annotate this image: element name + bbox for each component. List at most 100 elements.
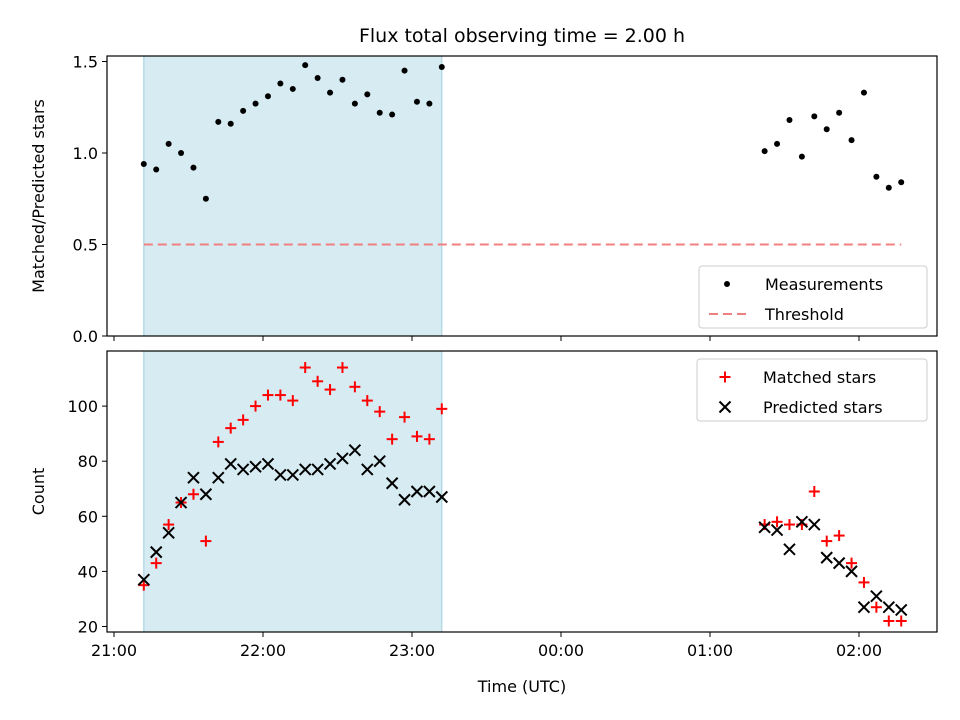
x-tick-label: 01:00 — [687, 641, 733, 660]
measurements-point — [153, 166, 160, 173]
matched-stars-point — [312, 375, 324, 387]
predicted-stars-point — [286, 468, 300, 482]
matched-stars-point — [349, 381, 361, 393]
y-tick-label: 100 — [67, 397, 98, 416]
top-legend: Measurements Threshold — [698, 265, 928, 329]
predicted-stars-point — [336, 452, 349, 465]
predicted-stars-point — [435, 490, 449, 504]
predicted-stars-point — [423, 485, 436, 498]
matched-stars-point — [895, 615, 907, 627]
predicted-stars-point — [187, 471, 200, 484]
predicted-stars-point — [808, 518, 821, 531]
measurements-point — [438, 63, 445, 70]
matched-stars-point — [821, 535, 833, 547]
predicted-stars-point — [870, 589, 883, 603]
legend-marker-predicted-stars — [718, 400, 732, 414]
measurements-point — [774, 140, 781, 147]
matched-stars-point — [411, 430, 423, 442]
x-tick-label: 22:00 — [240, 641, 286, 660]
predicted-stars-point — [199, 488, 213, 501]
predicted-stars-point — [385, 477, 399, 490]
matched-stars-point — [200, 535, 212, 547]
ratio-panel: 0.0 0.5 1.0 1.5 Matched/Predicted stars Mea… — [29, 52, 938, 346]
matched-stars-point — [833, 530, 845, 542]
measurements-point — [327, 89, 334, 96]
bottom-observing-span — [143, 350, 443, 633]
measurements-point — [364, 91, 371, 98]
measurements-point — [165, 140, 172, 147]
predicted-stars-point — [137, 573, 151, 586]
bottom-y-axis-label: Count — [29, 468, 48, 516]
y-tick-label: 80 — [78, 452, 98, 471]
bottom-legend-box — [696, 358, 928, 422]
measurements-point — [178, 149, 185, 156]
measurements-point — [240, 107, 247, 114]
predicted-stars-point — [323, 457, 337, 471]
measurements-point — [823, 126, 830, 133]
predicted-stars-point — [820, 551, 833, 564]
x-tick-label: 21:00 — [91, 641, 137, 660]
measurements-point — [898, 179, 905, 186]
measurements-point — [811, 113, 818, 120]
matched-stars-point — [299, 362, 311, 374]
matched-stars-point — [374, 406, 386, 418]
measurements-point — [848, 137, 855, 144]
x-tick-label: 00:00 — [538, 641, 584, 660]
legend-label: Matched stars — [763, 368, 876, 387]
matched-stars-point — [808, 486, 820, 497]
measurements-point — [836, 109, 843, 116]
predicted-stars-point — [770, 523, 784, 537]
predicted-stars-point — [236, 463, 250, 476]
predicted-stars-point — [150, 545, 163, 559]
measurements-point — [389, 111, 396, 118]
matched-stars-point — [212, 436, 224, 448]
measurements-point — [264, 93, 271, 100]
matched-stars-point — [386, 433, 398, 445]
predicted-stars-point — [261, 457, 275, 471]
matched-stars-point — [274, 389, 286, 401]
top-legend-box — [698, 265, 928, 329]
y-tick-label: 40 — [78, 562, 98, 581]
measurements-point — [252, 100, 259, 107]
y-tick-label: 1.5 — [73, 52, 98, 71]
x-tick-label: 23:00 — [389, 641, 435, 660]
y-tick-label: 60 — [78, 507, 98, 526]
predicted-stars-point — [299, 463, 312, 476]
predicted-stars-point — [361, 463, 374, 476]
measurements-point — [314, 74, 321, 81]
predicted-stars-point — [795, 515, 809, 529]
matched-stars-point — [783, 519, 795, 531]
matched-stars-point — [150, 557, 162, 569]
top-y-axis-label: Matched/Predicted stars — [29, 99, 48, 293]
matched-stars-point — [423, 433, 435, 445]
measurements-point — [786, 117, 793, 124]
matched-stars-point — [883, 615, 895, 627]
legend-marker-matched-stars — [719, 371, 731, 383]
y-tick-label: 0.5 — [73, 235, 98, 254]
y-tick-label: 0.0 — [73, 327, 98, 346]
predicted-stars-point — [174, 496, 188, 509]
count-panel: 20 40 60 80 100 21:00 22:00 23:00 00:00 01:00 02:… — [29, 350, 938, 696]
legend-label: Predicted stars — [763, 398, 883, 417]
matched-stars-point — [771, 516, 783, 528]
matched-stars-point — [324, 384, 336, 396]
measurements-point — [202, 195, 209, 202]
matched-stars-point — [187, 488, 199, 500]
matched-stars-point — [225, 422, 237, 434]
matched-stars-point — [163, 519, 175, 531]
chart-title: Flux total observing time = 2.00 h — [359, 25, 685, 47]
bottom-axes-frame — [106, 350, 938, 633]
matched-stars-point — [846, 557, 858, 569]
x-axis-label: Time (UTC) — [477, 677, 566, 696]
predicted-stars-point — [832, 556, 846, 570]
top-axes-frame — [106, 55, 938, 337]
matched-stars-point — [336, 362, 348, 374]
predicted-stars-point — [373, 454, 386, 468]
predicted-stars-point — [348, 443, 362, 457]
matched-stars-point — [361, 395, 373, 407]
predicted-stars-point — [398, 493, 411, 506]
matched-stars-point — [262, 389, 274, 401]
predicted-stars-point — [162, 526, 175, 540]
predicted-stars-point — [311, 463, 324, 476]
